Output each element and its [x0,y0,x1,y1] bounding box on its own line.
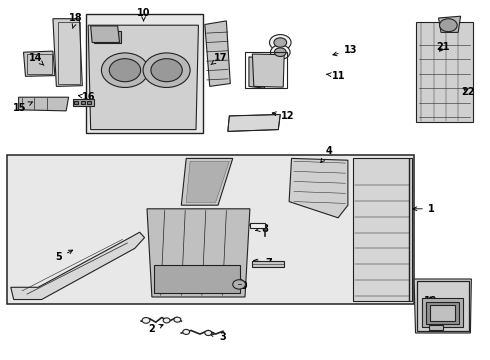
Polygon shape [414,279,471,333]
Text: 14: 14 [28,53,44,66]
Text: 5: 5 [55,250,73,262]
Text: 15: 15 [13,102,32,113]
Bar [27,54,52,74]
Circle shape [101,53,148,87]
Bar [426,302,459,324]
FancyBboxPatch shape [7,155,414,304]
Text: 2: 2 [148,324,163,334]
Circle shape [233,280,245,289]
Polygon shape [181,158,233,205]
Bar [252,261,284,267]
Circle shape [274,38,287,47]
Polygon shape [249,57,265,88]
Text: 12: 12 [272,111,295,121]
Text: 16: 16 [78,92,96,102]
Bar [245,52,287,88]
Polygon shape [252,54,284,87]
Text: 18: 18 [69,13,83,28]
Text: 6: 6 [188,162,200,174]
Text: 20: 20 [450,308,464,318]
Bar [94,31,121,43]
Bar [430,305,455,321]
Polygon shape [11,232,145,300]
Circle shape [440,19,457,32]
Polygon shape [439,16,461,32]
Polygon shape [53,19,82,86]
Polygon shape [91,26,120,42]
Polygon shape [19,97,69,111]
Text: 11: 11 [327,71,346,81]
Circle shape [109,59,141,82]
Text: 8: 8 [256,224,268,234]
Circle shape [142,318,150,323]
Polygon shape [73,99,94,106]
Circle shape [163,318,170,323]
Text: 22: 22 [462,87,475,97]
Text: 4: 4 [321,146,333,163]
Text: 7: 7 [254,258,272,268]
FancyBboxPatch shape [86,14,203,133]
Circle shape [270,45,290,59]
Circle shape [151,59,182,82]
Text: 17: 17 [211,53,227,64]
Bar [154,265,240,293]
Polygon shape [289,158,348,218]
Polygon shape [228,114,280,131]
Text: 13: 13 [333,45,357,56]
Polygon shape [88,25,198,130]
Polygon shape [24,51,55,76]
Bar [416,281,469,331]
Polygon shape [205,21,230,86]
Text: 3: 3 [210,332,226,342]
Bar [58,22,80,84]
Polygon shape [353,158,412,301]
Text: 19: 19 [423,296,437,306]
Bar [250,223,265,228]
Circle shape [270,35,291,50]
Circle shape [205,330,212,336]
Text: 9: 9 [240,278,247,291]
Bar [422,298,463,327]
Text: 21: 21 [437,42,450,52]
Bar [87,101,91,104]
Polygon shape [147,209,250,297]
Circle shape [174,317,181,322]
Text: 10: 10 [137,8,150,21]
Bar [81,101,85,104]
Circle shape [274,48,286,57]
Circle shape [143,53,190,87]
Polygon shape [186,161,229,202]
Circle shape [183,329,190,334]
Bar [429,325,443,330]
Polygon shape [416,22,473,122]
Bar [74,101,78,104]
Text: 1: 1 [413,204,435,214]
